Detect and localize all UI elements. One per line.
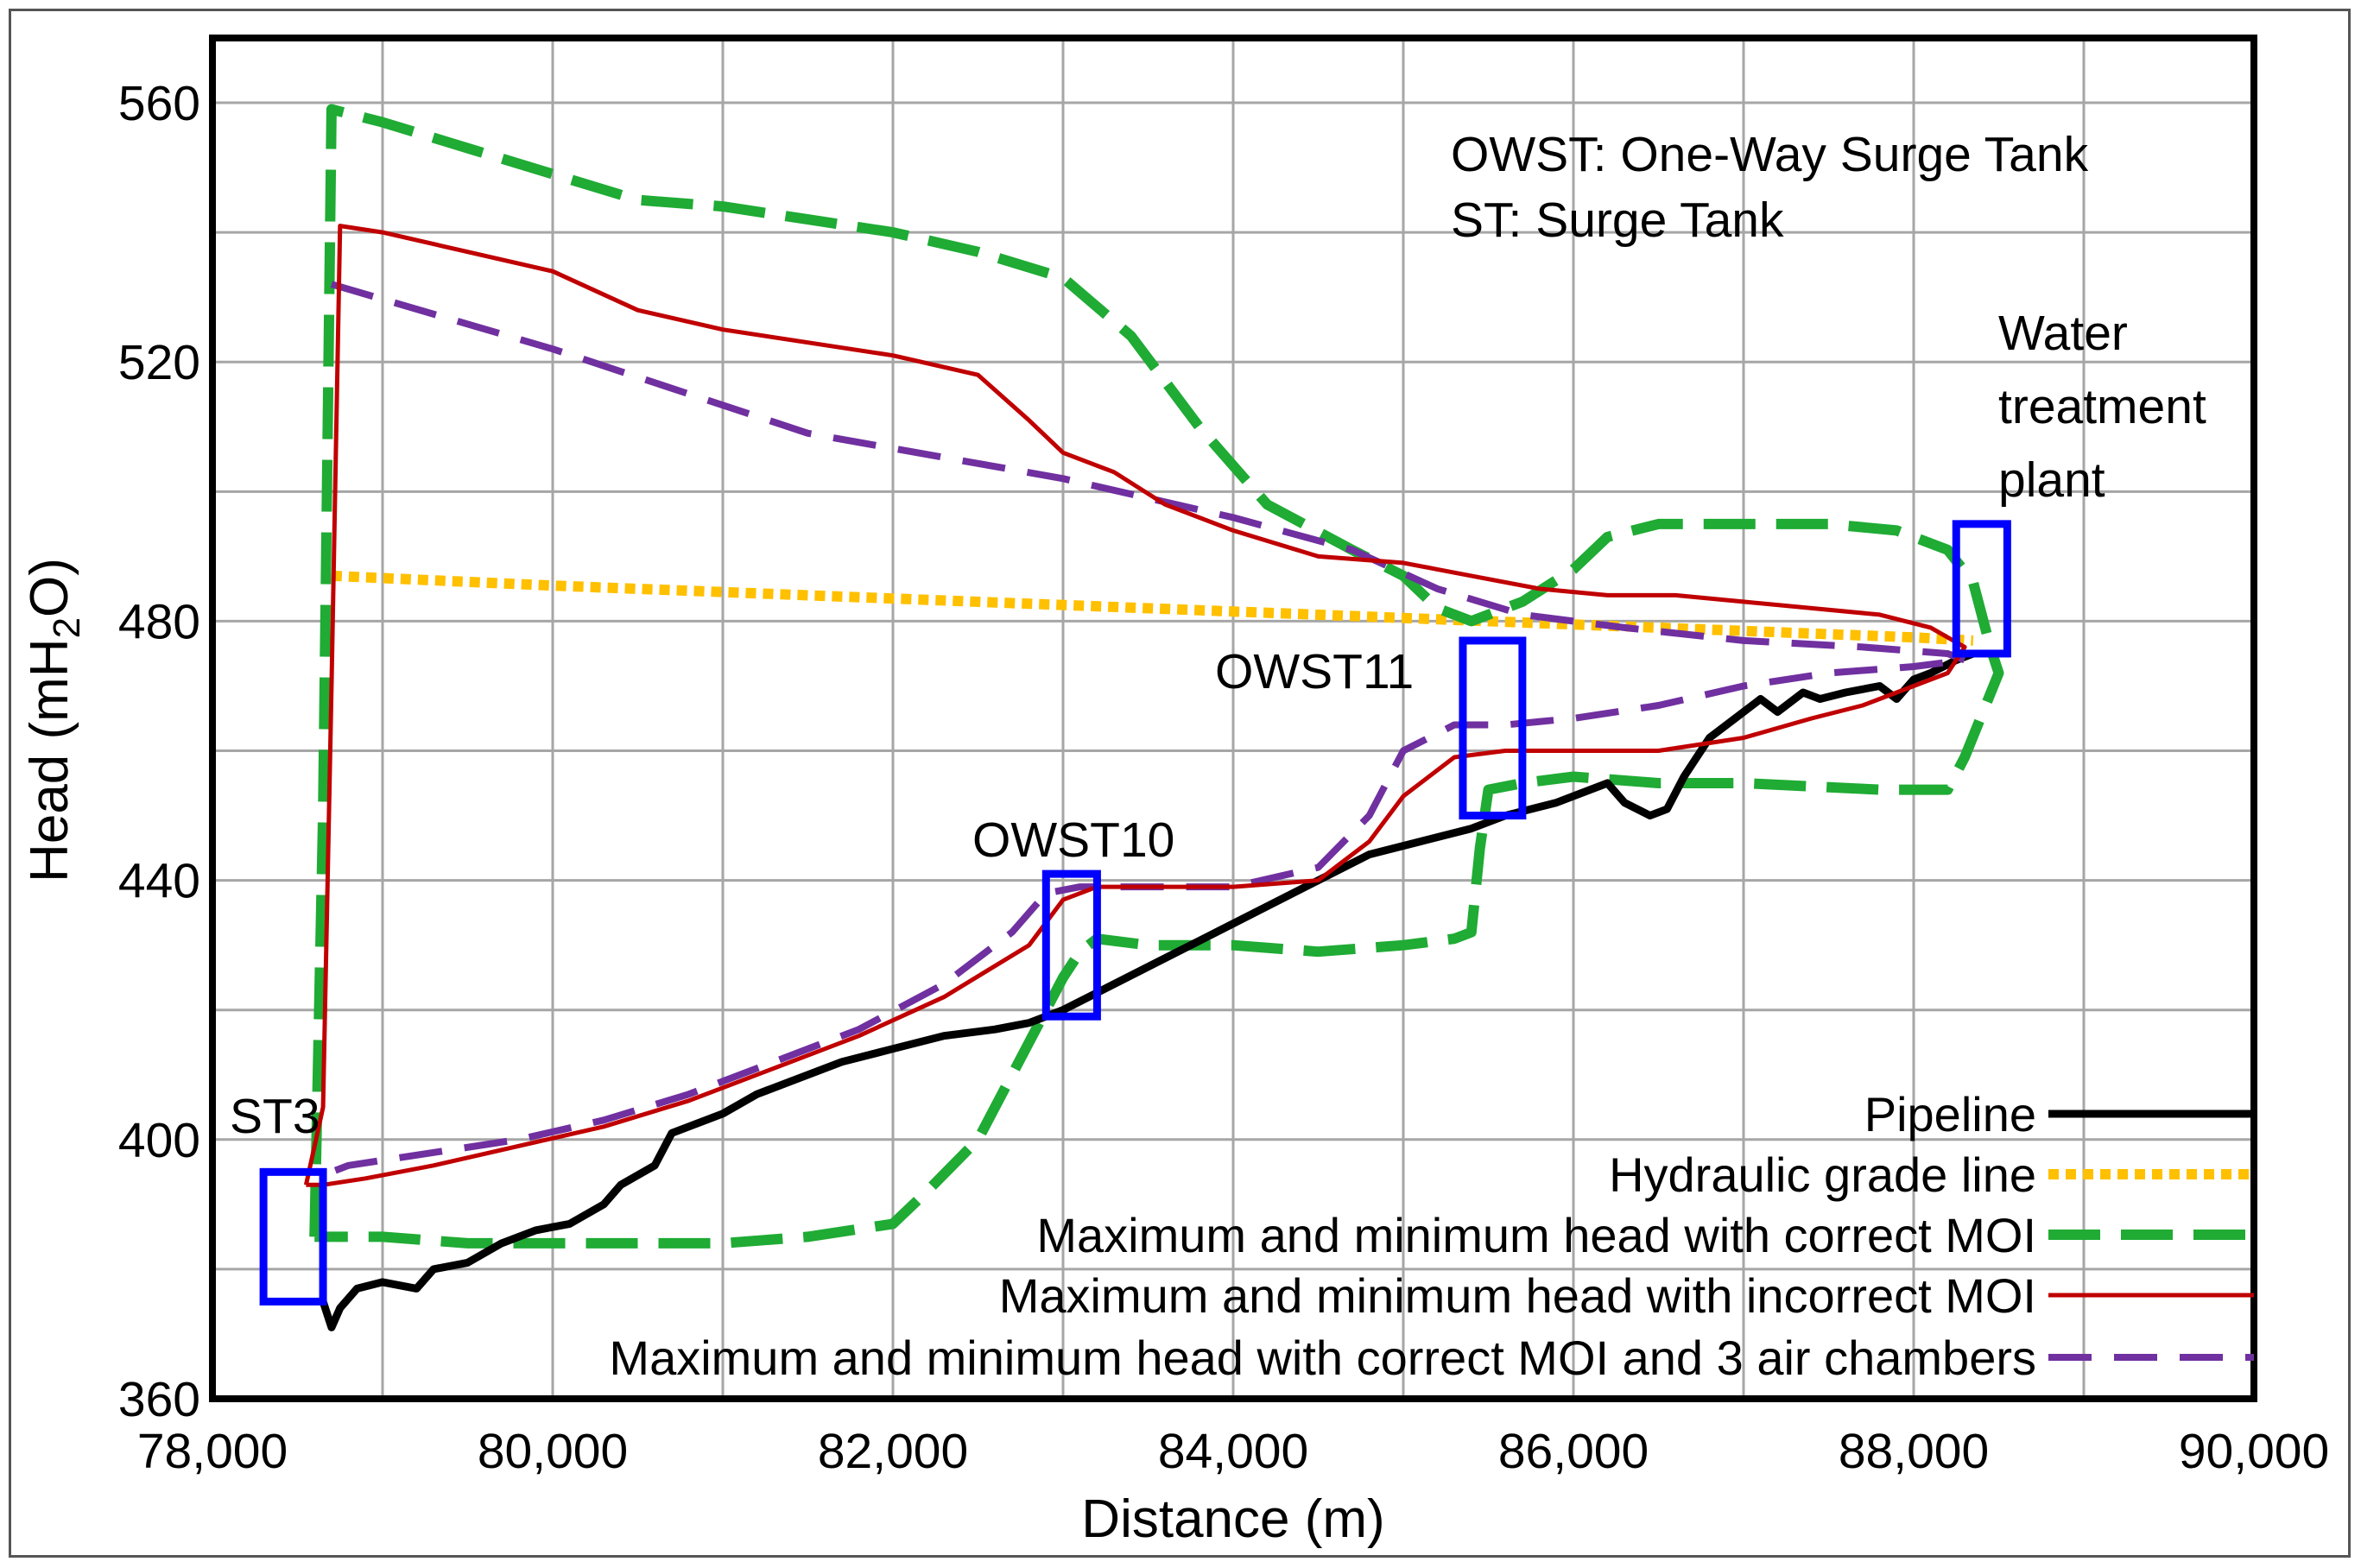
- legend-entry-label: Maximum and minimum head with correct MO…: [1036, 1208, 2036, 1262]
- y-tick-label: 360: [118, 1372, 200, 1427]
- note-st: ST: Surge Tank: [1451, 193, 1784, 248]
- x-tick-label: 88,000: [1839, 1424, 1989, 1479]
- series-line-3: [303, 224, 1967, 1187]
- y-tick-label: 520: [118, 335, 200, 390]
- plot-area-border: [209, 35, 2257, 1402]
- y-axis-label-subscript: 2: [46, 617, 88, 638]
- y-tick-label: 440: [118, 854, 200, 909]
- tank-marker: [1952, 520, 2011, 658]
- annotation-owst11: OWST11: [1215, 644, 1414, 699]
- y-tick-label: 560: [118, 76, 200, 131]
- data-series: [303, 104, 2004, 1331]
- tank-marker: [1041, 869, 1101, 1021]
- tank-markers: [259, 520, 2011, 1306]
- x-tick-label: 80,000: [478, 1424, 628, 1479]
- x-tick-label: 90,000: [2179, 1424, 2329, 1479]
- wtp-line-2: treatment: [1998, 379, 2206, 434]
- note-owst: OWST: One-Way Surge Tank: [1451, 127, 2089, 182]
- legend-entry-label: Maximum and minimum head with incorrect …: [999, 1268, 2036, 1323]
- series-line-0: [319, 649, 1975, 1331]
- wtp-line-1: Water: [1998, 306, 2128, 361]
- y-axis-label: Head (mH2O): [20, 558, 88, 882]
- y-tick-label: 480: [118, 594, 200, 649]
- x-tick-label: 82,000: [818, 1424, 968, 1479]
- series-line-2: [309, 104, 2004, 1249]
- x-tick-label: 84,000: [1158, 1424, 1308, 1479]
- legend: Pipeline Hydraulic grade line Maximum and …: [609, 1087, 2254, 1385]
- legend-entry-label: Pipeline: [1864, 1087, 2036, 1141]
- annotation-owst10: OWST10: [972, 812, 1174, 868]
- wtp-line-3: plant: [1998, 452, 2105, 508]
- tank-marker: [1459, 636, 1527, 820]
- annotation-st3: ST3: [230, 1089, 320, 1144]
- y-tick-label: 400: [118, 1113, 200, 1168]
- legend-entry-label: Hydraulic grade line: [1609, 1148, 2036, 1202]
- axis-ticks: 78,000 80,000 82,000 84,000 86,000 88,000 90,0…: [118, 76, 2329, 1479]
- y-axis-label-end: O): [20, 558, 79, 617]
- series-line-4: [330, 281, 1969, 1176]
- x-axis-label: Distance (m): [1081, 1489, 1384, 1549]
- legend-entry-label: Maximum and minimum head with correct MO…: [609, 1331, 2036, 1385]
- series-line-1: [331, 570, 1974, 646]
- x-tick-label: 78,000: [137, 1424, 288, 1479]
- x-tick-label: 86,000: [1498, 1424, 1649, 1479]
- figure-frame: [9, 9, 2351, 1558]
- tank-marker: [259, 1167, 327, 1306]
- annotation-water-treatment-plant: Water treatment plant: [1998, 306, 2220, 508]
